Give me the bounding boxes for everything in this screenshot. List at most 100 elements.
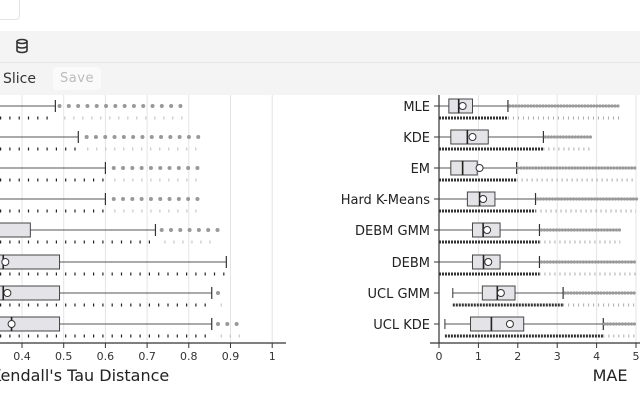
outlier-point xyxy=(610,197,615,201)
outlier-point xyxy=(544,197,549,201)
outlier-point xyxy=(606,166,610,170)
outlier-point xyxy=(614,291,618,295)
outlier-point xyxy=(580,104,584,108)
outlier-point xyxy=(560,260,565,264)
outlier-point xyxy=(626,291,630,295)
outlier-point xyxy=(542,228,547,232)
outlier-point xyxy=(589,104,593,108)
outlier-point xyxy=(589,197,594,201)
outlier-point xyxy=(547,197,552,201)
outlier-point xyxy=(630,166,634,170)
outlier-point xyxy=(633,166,637,170)
mean-marker xyxy=(496,289,505,297)
outlier-point xyxy=(608,260,613,264)
outlier-point xyxy=(605,260,610,264)
boxplot-7 xyxy=(0,316,246,338)
box xyxy=(481,285,516,301)
outlier-point xyxy=(169,104,174,108)
outlier-point xyxy=(564,135,568,139)
outlier-point xyxy=(104,104,109,108)
outlier-point xyxy=(599,291,603,295)
outlier-point xyxy=(531,166,535,170)
database-icon[interactable] xyxy=(14,38,30,54)
outlier-point xyxy=(569,260,574,264)
outlier-point xyxy=(594,166,598,170)
slice-button[interactable]: Slice xyxy=(3,71,36,87)
outlier-point xyxy=(602,322,607,326)
mean-marker xyxy=(483,226,492,234)
outlier-point xyxy=(234,322,239,326)
outlier-point xyxy=(622,197,627,201)
category-label: DEBM xyxy=(392,256,430,271)
outlier-point xyxy=(111,166,116,170)
outlier-point xyxy=(600,166,604,170)
x-tick-label: 1 xyxy=(475,350,482,363)
outlier-point xyxy=(567,135,571,139)
outlier-point xyxy=(631,197,636,201)
outlier-point xyxy=(525,166,529,170)
outlier-point xyxy=(634,197,639,201)
outlier-point xyxy=(617,291,621,295)
outlier-point xyxy=(587,260,592,264)
outlier-point xyxy=(159,228,164,232)
outlier-point xyxy=(579,135,583,139)
outlier-point xyxy=(588,135,592,139)
outlier-point xyxy=(561,135,565,139)
outlier-point xyxy=(168,135,173,139)
outlier-point xyxy=(575,291,579,295)
outlier-point xyxy=(577,104,581,108)
outlier-point xyxy=(617,322,622,326)
outlier-point xyxy=(549,166,553,170)
outlier-point xyxy=(585,166,589,170)
save-button[interactable]: Save xyxy=(53,67,101,90)
outlier-point xyxy=(619,197,624,201)
outlier-point xyxy=(595,104,599,108)
outlier-point xyxy=(94,104,99,108)
outlier-point xyxy=(578,260,583,264)
outlier-point xyxy=(566,291,570,295)
outlier-point xyxy=(548,260,553,264)
outlier-point xyxy=(544,104,548,108)
x-axis-label: MAE xyxy=(593,366,628,385)
outlier-point xyxy=(167,197,172,201)
outlier-point xyxy=(599,260,604,264)
outlier-point xyxy=(572,228,577,232)
outlier-point xyxy=(620,322,625,326)
outlier-point xyxy=(584,291,588,295)
box xyxy=(450,160,478,176)
outlier-point xyxy=(611,228,616,232)
outlier-point xyxy=(578,228,583,232)
input-box[interactable] xyxy=(0,0,20,20)
mean-marker xyxy=(468,133,477,141)
outlier-point xyxy=(576,166,580,170)
outlier-point xyxy=(583,104,587,108)
outlier-point xyxy=(511,104,515,108)
outlier-point xyxy=(583,197,588,201)
outlier-point xyxy=(571,197,576,201)
outlier-point xyxy=(609,166,613,170)
action-bar: Slice Save xyxy=(0,63,640,95)
outlier-point xyxy=(586,104,590,108)
outlier-point xyxy=(574,197,579,201)
x-tick-label: 4 xyxy=(593,350,600,363)
boxplot-2 xyxy=(0,162,200,182)
outlier-point xyxy=(555,135,559,139)
outlier-point xyxy=(588,166,592,170)
outlier-point xyxy=(551,260,556,264)
outlier-point xyxy=(131,104,136,108)
outlier-point xyxy=(620,291,624,295)
outlier-point xyxy=(604,104,608,108)
outlier-point xyxy=(571,104,575,108)
outlier-point xyxy=(556,197,561,201)
boxplot-6: UCL GMM xyxy=(368,285,636,307)
outlier-point xyxy=(599,228,604,232)
outlier-point xyxy=(596,291,600,295)
outlier-point xyxy=(517,104,521,108)
outlier-point xyxy=(601,104,605,108)
outlier-point xyxy=(602,228,607,232)
category-label: MLE xyxy=(403,100,430,115)
boxplot-1 xyxy=(0,131,201,151)
x-tick-label: 0.4 xyxy=(13,350,31,363)
boxplot-1: KDE xyxy=(403,129,592,151)
outlier-point xyxy=(562,197,567,201)
